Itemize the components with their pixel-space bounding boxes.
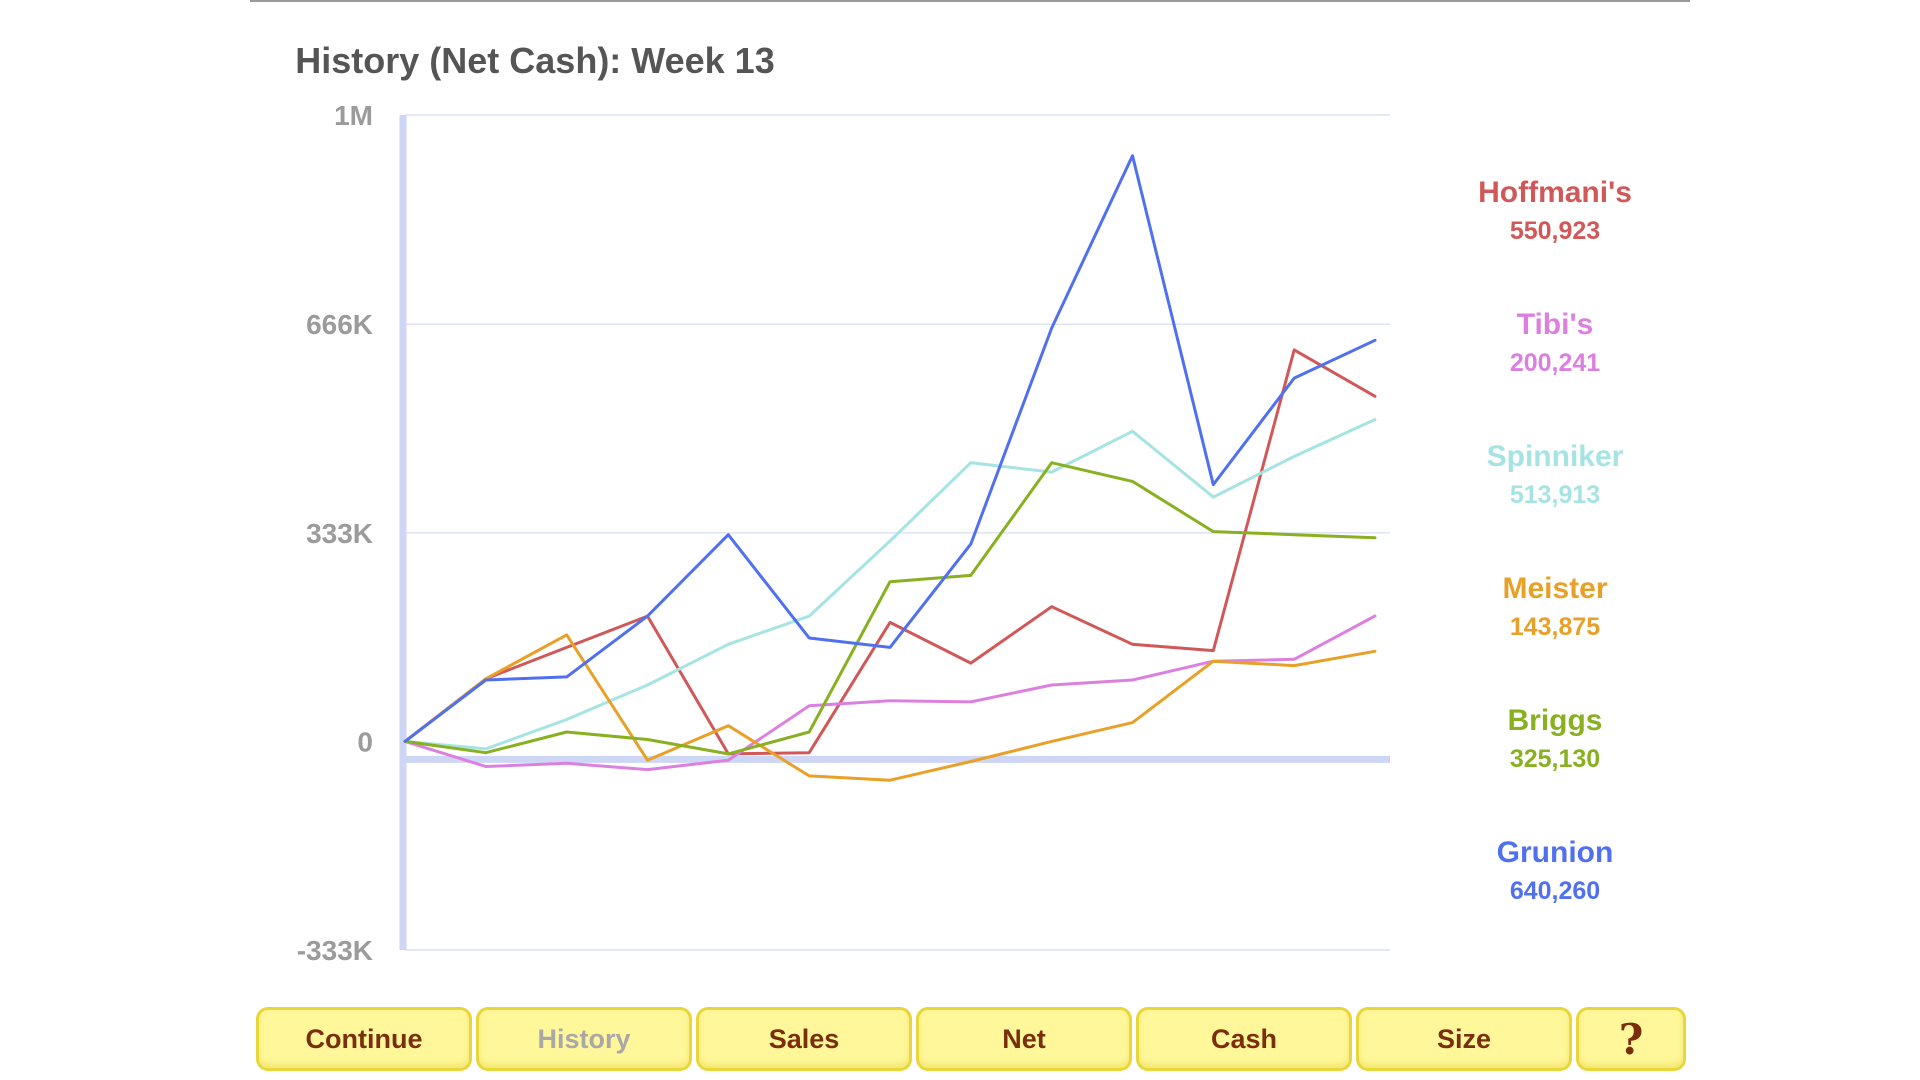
legend-item: Grunion 640,260 xyxy=(1425,835,1685,967)
legend-series-value: 550,923 xyxy=(1509,217,1601,245)
net-button[interactable]: Net xyxy=(916,1007,1132,1071)
legend-series-value: 513,913 xyxy=(1509,481,1601,509)
series-line-spinniker xyxy=(403,418,1377,751)
legend-item: Hoffmani's 550,923 xyxy=(1425,175,1685,307)
legend-series-name: Briggs xyxy=(1507,704,1603,737)
y-tick-label: 0 xyxy=(357,726,373,757)
series-line-grunion xyxy=(403,154,1377,743)
legend-series-name: Spinniker xyxy=(1486,440,1624,473)
sales-button[interactable]: Sales xyxy=(696,1007,912,1071)
legend-item: Tibi's 200,241 xyxy=(1425,307,1685,439)
y-tick-label: -333K xyxy=(297,935,373,966)
legend-series-name: Grunion xyxy=(1496,836,1614,869)
legend-series-name: Meister xyxy=(1502,572,1608,605)
legend-series-value: 200,241 xyxy=(1509,349,1601,377)
continue-button[interactable]: Continue xyxy=(256,1007,472,1071)
series-line-tibis xyxy=(403,614,1377,772)
chart-legend: Hoffmani's 550,923 Tibi's 200,241 Spinniker 5… xyxy=(1425,175,1685,967)
chart-title: History (Net Cash): Week 13 xyxy=(295,40,775,81)
y-tick-label: 333K xyxy=(306,518,373,549)
legend-series-value: 325,130 xyxy=(1509,745,1601,773)
cash-button[interactable]: Cash xyxy=(1136,1007,1352,1071)
navigation-button-bar: Continue History Sales Net Cash Size? xyxy=(256,1007,1686,1075)
legend-item: Briggs 325,130 xyxy=(1425,703,1685,835)
size-button[interactable]: Size xyxy=(1356,1007,1572,1071)
legend-series-name: Tibi's xyxy=(1516,308,1594,341)
series-line-hoffmanis xyxy=(403,348,1377,756)
legend-series-value: 640,260 xyxy=(1509,877,1601,905)
legend-series-name: Hoffmani's xyxy=(1478,176,1632,209)
net-cash-history-chart: 1M 666K 333K 0 -333K xyxy=(297,100,1390,966)
legend-item: Meister 143,875 xyxy=(1425,571,1685,703)
legend-item: Spinniker 513,913 xyxy=(1425,439,1685,571)
history-button[interactable]: History xyxy=(476,1007,692,1071)
y-tick-label: 1M xyxy=(334,100,373,131)
legend-series-value: 143,875 xyxy=(1509,613,1601,641)
series-line-meister xyxy=(403,633,1377,782)
series-line-briggs xyxy=(403,461,1377,756)
y-tick-label: 666K xyxy=(306,309,373,340)
help-button[interactable]: ? xyxy=(1576,1007,1686,1071)
top-divider xyxy=(250,0,1690,2)
